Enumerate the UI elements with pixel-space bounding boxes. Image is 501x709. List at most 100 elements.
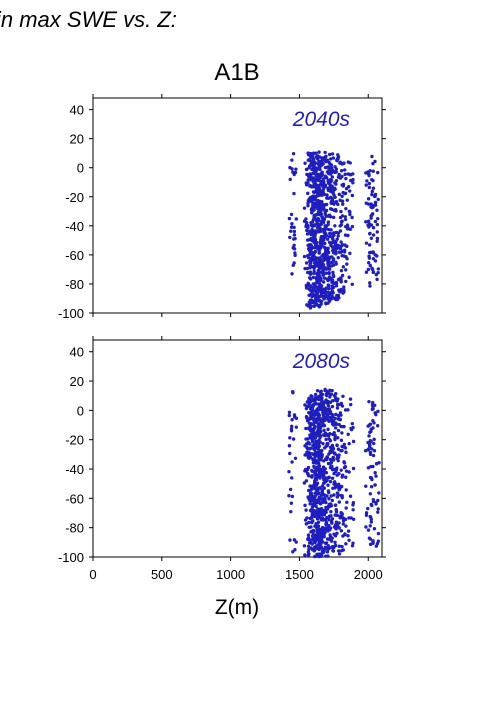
- data-point: [318, 189, 323, 193]
- data-point: [290, 272, 294, 276]
- data-point: [334, 280, 338, 285]
- data-point: [318, 266, 322, 270]
- data-point: [308, 424, 312, 428]
- data-point: [330, 170, 334, 174]
- data-point: [322, 428, 326, 432]
- data-point: [348, 227, 352, 231]
- data-point: [348, 161, 352, 165]
- data-point: [368, 492, 373, 496]
- data-point: [312, 231, 316, 235]
- data-point: [319, 209, 323, 213]
- data-point: [336, 486, 341, 490]
- data-point: [332, 231, 336, 235]
- data-point: [340, 194, 344, 199]
- data-point: [329, 166, 334, 170]
- plot-frame: [92, 97, 383, 314]
- data-point: [345, 244, 349, 249]
- data-point: [311, 201, 315, 205]
- data-point: [313, 197, 318, 202]
- data-point: [327, 518, 331, 522]
- data-point: [306, 243, 310, 248]
- data-point: [377, 491, 381, 495]
- data-point: [329, 392, 334, 396]
- data-point: [330, 284, 334, 288]
- data-point: [316, 488, 320, 492]
- data-point: [290, 424, 294, 429]
- data-point: [288, 538, 292, 542]
- data-point: [331, 467, 336, 471]
- scatter-panel-2080s: 40 20 0 -20 -40 -60 -80 -100 0 500 1000 1500 2000 208…: [58, 336, 386, 582]
- data-point: [327, 270, 331, 275]
- data-point: [370, 192, 374, 197]
- data-point: [339, 220, 344, 224]
- data-point: [317, 286, 321, 290]
- data-point: [329, 494, 333, 498]
- data-point: [315, 206, 320, 211]
- data-point: [308, 252, 312, 257]
- data-point: [342, 461, 347, 465]
- data-point: [302, 481, 307, 485]
- data-point: [291, 152, 296, 156]
- y-tick-label: -40: [65, 219, 84, 234]
- data-point: [348, 494, 353, 498]
- data-point: [323, 387, 327, 392]
- data-point: [346, 529, 351, 533]
- data-point: [336, 447, 341, 451]
- data-point: [370, 407, 375, 412]
- data-point: [329, 460, 334, 465]
- data-point: [294, 167, 298, 171]
- data-point: [330, 200, 335, 204]
- data-point: [368, 263, 373, 268]
- data-point: [291, 550, 295, 554]
- data-point: [313, 223, 317, 228]
- data-point: [370, 189, 375, 194]
- data-point: [324, 176, 329, 180]
- data-point: [333, 195, 337, 199]
- data-point: [289, 509, 293, 514]
- data-point: [324, 208, 329, 213]
- data-point: [368, 169, 372, 173]
- data-point: [326, 220, 331, 224]
- data-point: [339, 515, 344, 520]
- data-point: [334, 426, 338, 430]
- data-point: [322, 276, 327, 280]
- data-point: [364, 220, 368, 224]
- data-point: [287, 469, 291, 474]
- data-point: [317, 533, 321, 538]
- data-point: [318, 225, 322, 230]
- data-point: [331, 281, 335, 285]
- data-point: [293, 548, 297, 552]
- data-point: [364, 525, 368, 529]
- data-point: [316, 445, 320, 449]
- data-point: [336, 428, 341, 433]
- data-point: [308, 498, 312, 503]
- data-point: [329, 188, 334, 193]
- data-point: [317, 281, 322, 285]
- data-point: [368, 250, 372, 255]
- data-point: [344, 542, 348, 546]
- data-point: [331, 270, 335, 275]
- data-point: [340, 475, 344, 479]
- data-point: [313, 548, 317, 552]
- data-point: [306, 550, 311, 554]
- data-point: [315, 459, 319, 463]
- data-point: [310, 258, 314, 262]
- data-point: [331, 257, 336, 261]
- data-point: [371, 400, 375, 405]
- data-point: [324, 154, 328, 159]
- data-point: [330, 152, 335, 156]
- data-point: [333, 437, 337, 442]
- data-point: [308, 284, 313, 288]
- data-point: [324, 520, 329, 525]
- data-point: [317, 512, 322, 516]
- data-point: [326, 415, 330, 419]
- data-point: [368, 231, 372, 236]
- data-point: [318, 256, 322, 261]
- data-point: [323, 497, 327, 501]
- data-point: [339, 169, 344, 173]
- data-point: [293, 170, 298, 175]
- data-point: [310, 394, 314, 399]
- data-point: [311, 528, 316, 533]
- data-point: [287, 413, 291, 418]
- data-point: [340, 273, 345, 278]
